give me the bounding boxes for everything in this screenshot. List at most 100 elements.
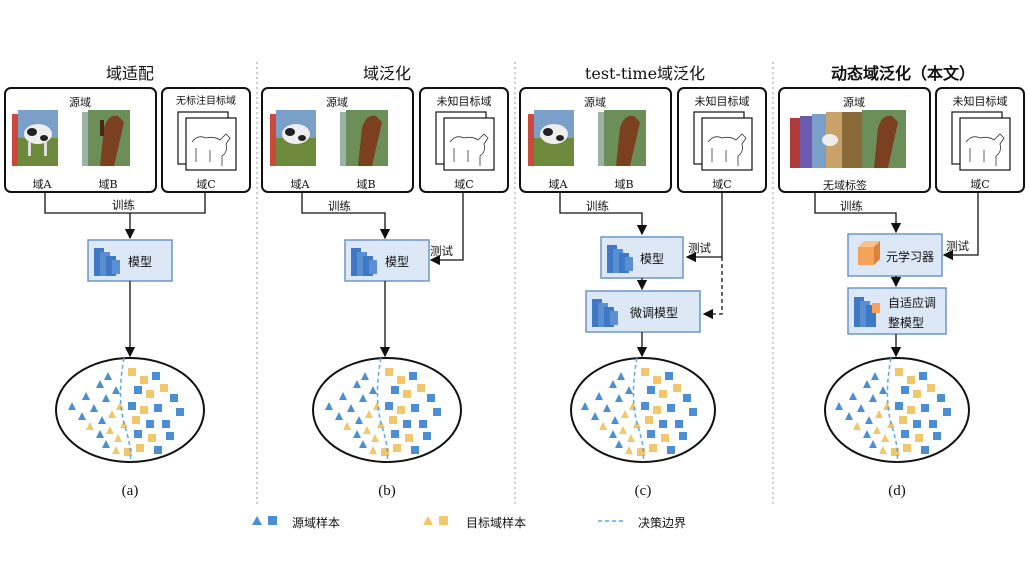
- sample-triangle: [359, 394, 367, 402]
- legend-boundary-label: 决策边界: [638, 516, 687, 530]
- panel-b-domain-a: 域A: [290, 178, 310, 191]
- sample-square: [166, 432, 174, 440]
- decision-boundary-line: [376, 357, 389, 463]
- sample-square: [397, 376, 405, 384]
- sample-square: [148, 434, 156, 442]
- panel-a-title: 域适配: [105, 64, 154, 83]
- sample-square: [391, 430, 399, 438]
- sample-square: [645, 416, 653, 424]
- sample-triangle: [98, 416, 106, 424]
- sample-square: [891, 448, 899, 456]
- panel-c-model-icon: [607, 245, 633, 273]
- sample-square: [915, 434, 923, 442]
- panel-b-domain-c: 域C: [454, 178, 474, 191]
- sample-triangle: [849, 392, 857, 400]
- sample-triangle: [365, 410, 373, 418]
- sample-square: [929, 420, 937, 428]
- sample-square: [899, 416, 907, 424]
- panel-d-target-sketch: [951, 111, 1011, 171]
- sample-triangle: [353, 430, 361, 438]
- panel-b-source-label: 源域: [326, 96, 348, 109]
- sample-square: [417, 384, 425, 392]
- sample-square: [170, 394, 178, 402]
- sample-square: [146, 390, 154, 398]
- panel-a-source-label: 源域: [69, 96, 91, 109]
- decision-boundary-line: [886, 357, 899, 463]
- sample-square: [423, 432, 431, 440]
- panel-d-samples: [835, 357, 951, 463]
- sample-square: [433, 408, 441, 416]
- sample-triangle: [106, 426, 114, 434]
- panel-c-photo-horse: [598, 110, 646, 166]
- panel-d-caption: (d): [888, 483, 906, 499]
- panel-c-finetune-label: 微调模型: [630, 306, 679, 320]
- panel-c-target-label: 未知目标域: [694, 95, 750, 108]
- sample-square: [391, 386, 399, 394]
- sample-square: [647, 430, 655, 438]
- sample-square: [419, 420, 427, 428]
- panel-d-no-domain-label: 无域标签: [823, 179, 867, 192]
- panel-d-meta-learner-label: 元学习器: [886, 250, 935, 264]
- panel-a-target-sketch: [177, 111, 237, 171]
- legend-target-square: [439, 516, 448, 525]
- panel-b-photo-cow: [270, 110, 316, 166]
- sample-square: [943, 408, 951, 416]
- legend-target-triangle: [423, 516, 433, 525]
- panel-a-domain-c: 域C: [196, 178, 216, 191]
- sample-triangle: [609, 430, 617, 438]
- sample-triangle: [871, 372, 879, 380]
- sample-square: [146, 420, 154, 428]
- sample-square: [933, 432, 941, 440]
- panel-d-domain-c: 域C: [970, 178, 990, 191]
- sample-square: [637, 448, 645, 456]
- sample-triangle: [869, 394, 877, 402]
- sample-triangle: [353, 380, 361, 388]
- sample-square: [653, 376, 661, 384]
- panel-d-photo-stack: [790, 110, 906, 168]
- sample-square: [427, 394, 435, 402]
- panel-c-target-sketch: [693, 111, 753, 171]
- legend-source-label: 源域样本: [292, 516, 341, 530]
- legend-target-label: 目标域样本: [466, 516, 527, 530]
- sample-square: [659, 390, 667, 398]
- sample-triangle: [82, 392, 90, 400]
- panel-a-model-icon: [94, 248, 120, 276]
- sample-triangle: [369, 446, 377, 454]
- sample-triangle: [335, 412, 343, 420]
- panel-c-domain-b: 域B: [614, 178, 634, 191]
- sample-square: [919, 372, 927, 380]
- sample-triangle: [881, 434, 889, 442]
- panel-b-caption: (b): [378, 483, 396, 499]
- sample-triangle: [845, 412, 853, 420]
- panel-b-photo-horse: [340, 110, 388, 166]
- panel-d-target-label: 未知目标域: [952, 95, 1008, 108]
- decision-boundary-line: [119, 357, 132, 463]
- sample-square: [689, 408, 697, 416]
- sample-square: [661, 434, 669, 442]
- panel-b-target-sketch: [435, 111, 495, 171]
- sample-triangle: [114, 434, 122, 442]
- panel-c-samples: [581, 357, 697, 463]
- sample-triangle: [102, 440, 110, 448]
- sample-triangle: [104, 372, 112, 380]
- panel-a-photo-horse: [82, 110, 130, 166]
- panel-b-model-label: 模型: [385, 255, 410, 269]
- sample-square: [903, 444, 911, 452]
- sample-triangle: [96, 380, 104, 388]
- sample-square: [907, 406, 915, 414]
- sample-square: [154, 404, 162, 412]
- sample-triangle: [853, 422, 861, 430]
- panel-a-samples: [68, 357, 184, 463]
- sample-square: [411, 446, 419, 454]
- sample-triangle: [621, 410, 629, 418]
- sample-triangle: [619, 426, 627, 434]
- sample-triangle: [343, 422, 351, 430]
- sample-square: [152, 372, 160, 380]
- legend-source-square: [268, 516, 277, 525]
- sample-triangle: [857, 404, 865, 412]
- panel-a-caption: (a): [121, 483, 139, 499]
- panel-a-train-label: 训练: [112, 198, 135, 212]
- sample-triangle: [617, 372, 625, 380]
- sample-triangle: [595, 392, 603, 400]
- sample-triangle: [599, 422, 607, 430]
